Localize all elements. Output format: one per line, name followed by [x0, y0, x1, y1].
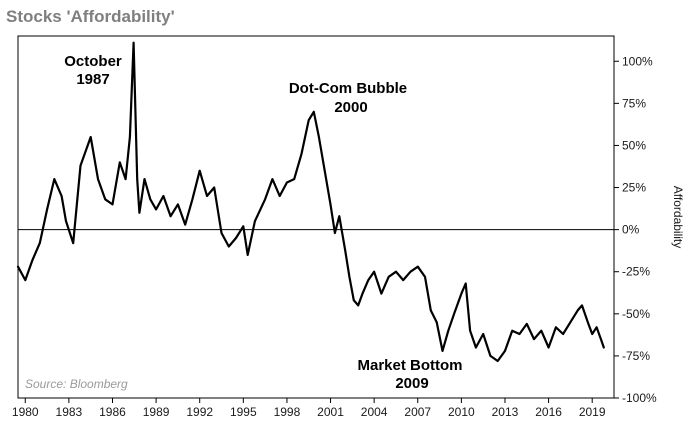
y-tick-label: -100% [622, 391, 657, 405]
annotation-market-bottom-2009: Market Bottom 2009 [357, 357, 462, 392]
annotation-dot-com-line-2: 2000 [334, 99, 367, 116]
series-line-0 [16, 41, 605, 363]
annotation-dot-com-line-1: Dot-Com Bubble [289, 80, 407, 97]
x-tick-label: 1986 [99, 405, 126, 419]
series-layer [16, 41, 605, 363]
y-axis: 100% 75% 50% 25% 0% -25% -50% -75% -100% [614, 54, 657, 405]
x-tick-label: 2019 [579, 405, 606, 419]
y-tick-label: 25% [622, 181, 646, 195]
y-tick-label: -75% [622, 349, 650, 363]
x-tick-label: 2016 [535, 405, 562, 419]
x-axis: 1980 1983 1986 1989 1992 1995 1998 2001 2004 2007… [12, 398, 606, 419]
y-tick-label: 75% [622, 96, 646, 110]
x-tick-label: 1980 [12, 405, 39, 419]
annotation-market-bottom-line-1: Market Bottom [357, 357, 462, 374]
y-tick-label: 0% [622, 223, 640, 237]
x-tick-label: 2004 [361, 405, 388, 419]
y-tick-label: 50% [622, 138, 646, 152]
x-tick-label: 1995 [230, 405, 257, 419]
annotation-market-bottom-line-2: 2009 [395, 375, 428, 392]
annotation-dot-com-bubble-2000: Dot-Com Bubble 2000 [289, 80, 407, 116]
x-tick-label: 1998 [274, 405, 301, 419]
x-tick-label: 2013 [492, 405, 519, 419]
annotation-october-1987-line-1: October [64, 53, 122, 70]
y-tick-label: -25% [622, 265, 650, 279]
source-note: Source: Bloomberg [25, 377, 128, 391]
x-tick-label: 1983 [56, 405, 83, 419]
x-tick-label: 1989 [143, 405, 170, 419]
y-axis-title: Affordability [671, 186, 685, 248]
plot-frame [17, 35, 615, 399]
chart-title: Stocks 'Affordability' [6, 7, 175, 26]
y-tick-label: 100% [622, 54, 653, 68]
x-tick-label: 2010 [448, 405, 475, 419]
x-tick-label: 2001 [317, 405, 344, 419]
annotation-october-1987: October 1987 [64, 53, 122, 88]
x-tick-label: 2007 [404, 405, 431, 419]
annotation-october-1987-line-2: 1987 [76, 71, 109, 88]
x-tick-label: 1992 [186, 405, 213, 419]
y-tick-label: -50% [622, 307, 650, 321]
